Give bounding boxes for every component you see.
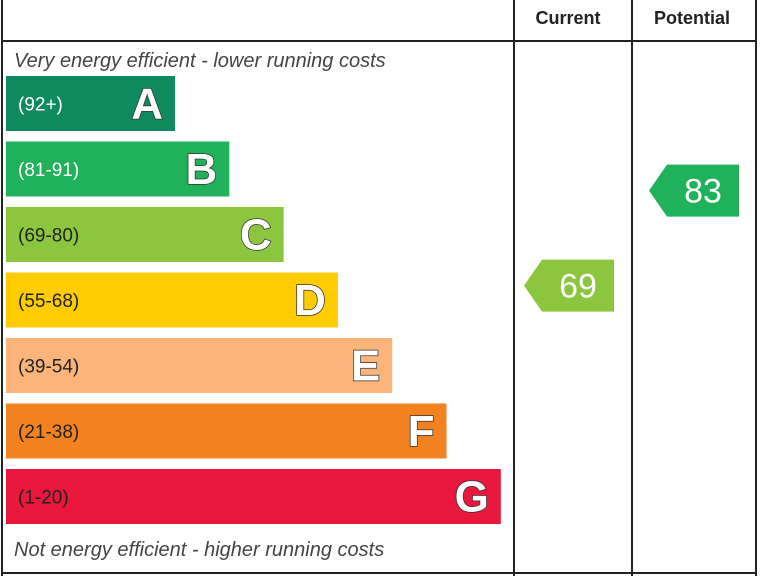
- band-range-label: (69-80): [18, 226, 79, 247]
- potential-column-header: Potential: [654, 8, 730, 28]
- band-range-label: (21-38): [18, 422, 79, 443]
- rating-bands: (92+) A (81-91) B (69-80) C (55-68) D (39-54) E (2…: [6, 76, 501, 524]
- band-letter: A: [131, 80, 163, 129]
- band-e: (39-54) E: [6, 338, 393, 393]
- band-bar: [6, 469, 501, 524]
- band-letter: E: [351, 342, 380, 391]
- band-range-label: (39-54): [18, 357, 79, 378]
- band-letter: F: [408, 407, 435, 456]
- band-bar: [6, 403, 447, 459]
- band-b: (81-91) B: [6, 141, 230, 197]
- band-g: (1-20) G: [6, 469, 501, 524]
- band-d: (55-68) D: [6, 272, 338, 328]
- current-rating-marker: 69: [524, 259, 614, 312]
- band-f: (21-38) F: [6, 403, 447, 459]
- band-bar: [6, 272, 338, 328]
- band-range-label: (92+): [18, 95, 63, 116]
- potential-rating-arrow: [649, 164, 739, 217]
- band-c: (69-80) C: [6, 207, 284, 262]
- current-rating-value: 69: [559, 268, 597, 306]
- band-range-label: (1-20): [18, 488, 69, 509]
- current-column-header: Current: [535, 8, 600, 28]
- band-bar: [6, 141, 230, 197]
- band-range-label: (55-68): [18, 291, 79, 312]
- band-bar: [6, 338, 393, 393]
- current-rating-arrow: [524, 259, 614, 312]
- band-letter: B: [186, 145, 218, 194]
- band-letter: C: [240, 211, 272, 260]
- top-caption: Very energy efficient - lower running co…: [14, 50, 386, 72]
- potential-rating-value: 83: [684, 173, 722, 211]
- rating-markers: 69 83: [524, 164, 739, 312]
- potential-rating-marker: 83: [649, 164, 739, 217]
- band-range-label: (81-91): [18, 160, 79, 181]
- band-bar: [6, 207, 284, 262]
- band-letter: D: [294, 276, 326, 325]
- bottom-caption: Not energy efficient - higher running co…: [14, 539, 384, 561]
- band-bar: [6, 76, 175, 131]
- band-letter: G: [455, 473, 489, 522]
- band-a: (92+) A: [6, 76, 175, 131]
